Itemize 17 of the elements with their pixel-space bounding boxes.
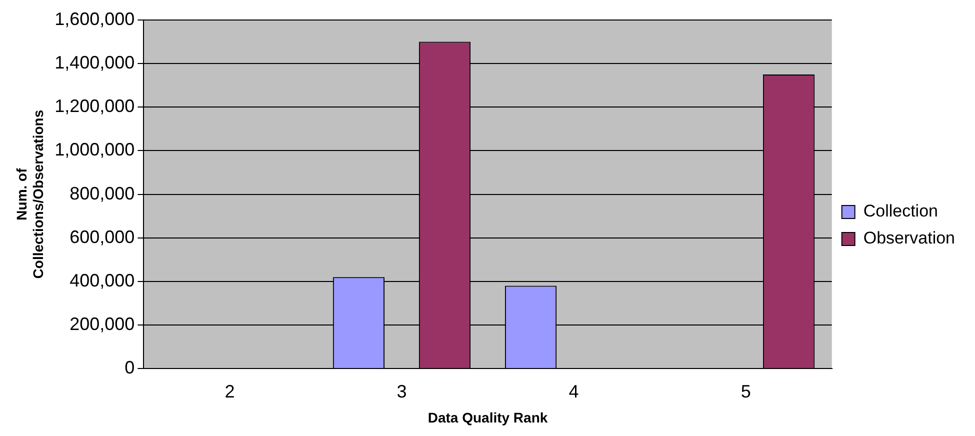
- y-tick-label: 0: [124, 358, 135, 378]
- x-tick-label: 5: [740, 381, 751, 402]
- y-tick-label: 1,600,000: [54, 8, 135, 29]
- x-tick-label: 3: [396, 381, 407, 402]
- legend-label: Collection: [863, 202, 938, 221]
- x-tick-label: 4: [568, 381, 579, 402]
- y-tick-label: 1,000,000: [54, 140, 135, 160]
- y-axis-title: Num. of Collections/Observations: [13, 110, 46, 279]
- x-axis-title: Data Quality Rank: [428, 409, 548, 426]
- x-tick-label: 2: [224, 381, 235, 402]
- y-tick-label: 600,000: [70, 226, 135, 247]
- y-tick-label: 400,000: [70, 270, 135, 290]
- y-tick-label: 200,000: [70, 314, 135, 334]
- legend-label: Observation: [863, 228, 956, 248]
- y-tick-label: 1,400,000: [54, 52, 135, 73]
- y-tick-label: 1,200,000: [54, 96, 135, 116]
- y-tick-label: 800,000: [70, 183, 135, 204]
